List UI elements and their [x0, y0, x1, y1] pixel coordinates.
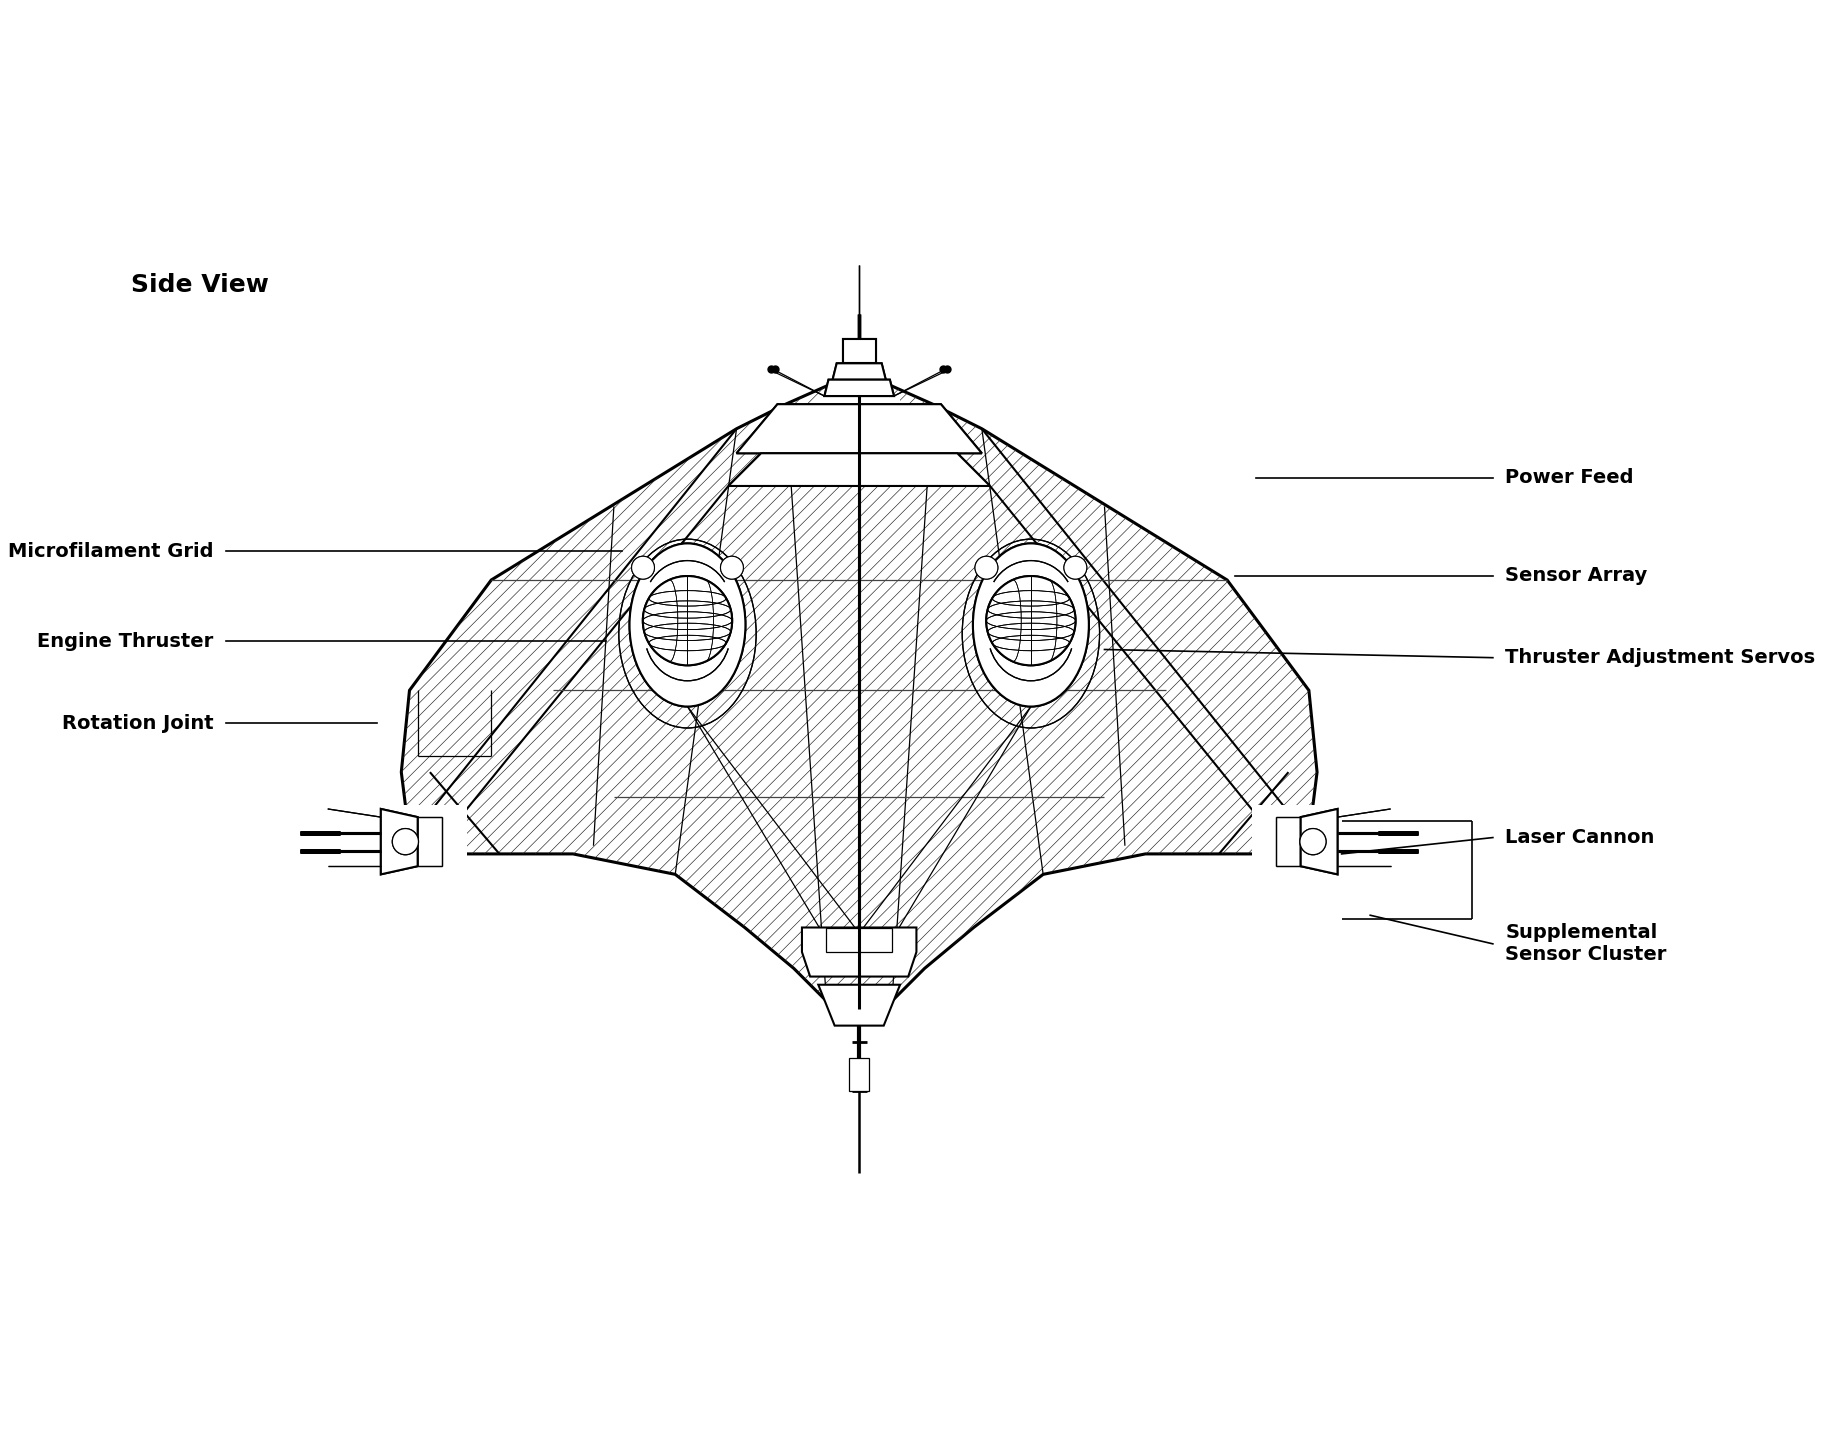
Circle shape	[986, 577, 1076, 666]
Polygon shape	[802, 928, 917, 976]
Polygon shape	[842, 339, 875, 364]
Text: Microfilament Grid: Microfilament Grid	[7, 542, 213, 561]
Text: Power Feed: Power Feed	[1506, 469, 1633, 487]
Text: Rotation Joint: Rotation Joint	[62, 713, 213, 732]
Text: Supplemental
Sensor Cluster: Supplemental Sensor Cluster	[1506, 923, 1666, 965]
Ellipse shape	[973, 544, 1088, 706]
Polygon shape	[401, 371, 1316, 1025]
Polygon shape	[826, 928, 891, 952]
Polygon shape	[736, 404, 983, 453]
Text: Thruster Adjustment Servos: Thruster Adjustment Servos	[1506, 649, 1816, 667]
Circle shape	[644, 577, 733, 666]
Polygon shape	[824, 380, 893, 395]
Circle shape	[392, 828, 419, 854]
Ellipse shape	[629, 544, 746, 706]
Polygon shape	[303, 805, 467, 887]
Polygon shape	[819, 395, 901, 486]
Circle shape	[986, 577, 1076, 666]
Polygon shape	[842, 339, 875, 364]
Circle shape	[975, 557, 997, 580]
Polygon shape	[833, 364, 886, 380]
Circle shape	[975, 557, 997, 580]
Ellipse shape	[973, 544, 1088, 706]
Polygon shape	[736, 404, 983, 453]
Circle shape	[392, 828, 419, 854]
Polygon shape	[833, 364, 886, 380]
Polygon shape	[819, 985, 901, 1025]
Text: Sensor Array: Sensor Array	[1506, 567, 1648, 585]
Ellipse shape	[629, 544, 746, 706]
Circle shape	[720, 557, 744, 580]
Ellipse shape	[973, 544, 1088, 706]
Polygon shape	[729, 453, 990, 486]
Circle shape	[1300, 828, 1325, 854]
Circle shape	[644, 577, 733, 666]
Circle shape	[1065, 557, 1087, 580]
Text: Laser Cannon: Laser Cannon	[1506, 828, 1655, 847]
Circle shape	[631, 557, 654, 580]
Ellipse shape	[629, 544, 746, 706]
Polygon shape	[850, 1058, 870, 1091]
Polygon shape	[1302, 810, 1338, 874]
Polygon shape	[381, 810, 417, 874]
Text: Side View: Side View	[131, 273, 270, 298]
Circle shape	[631, 557, 654, 580]
Polygon shape	[729, 453, 990, 486]
Polygon shape	[1252, 805, 1415, 887]
Circle shape	[1300, 828, 1325, 854]
Polygon shape	[1302, 810, 1338, 874]
Circle shape	[720, 557, 744, 580]
Circle shape	[1065, 557, 1087, 580]
Text: Engine Thruster: Engine Thruster	[36, 631, 213, 651]
Polygon shape	[381, 810, 417, 874]
Polygon shape	[824, 380, 893, 395]
